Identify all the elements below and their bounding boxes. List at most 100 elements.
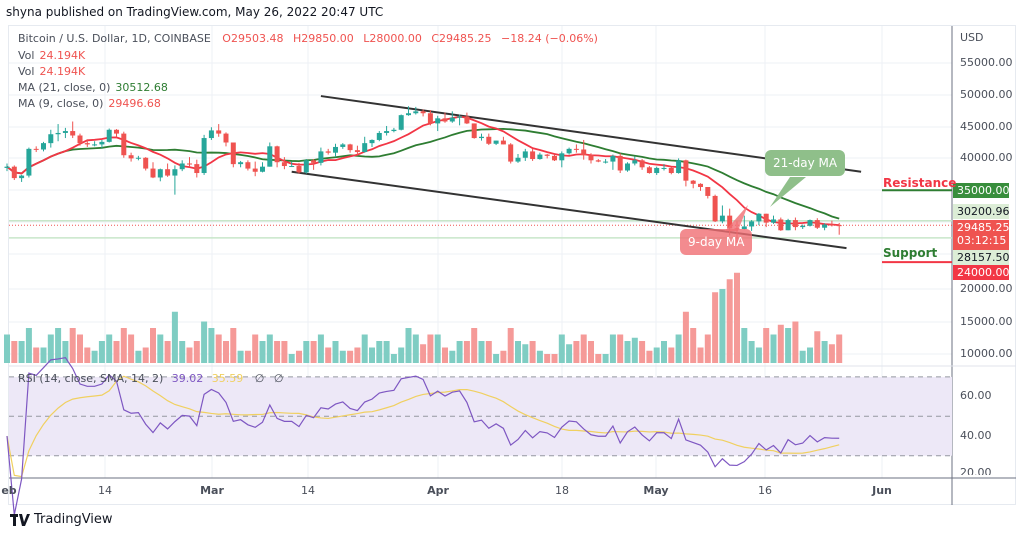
candle	[41, 141, 46, 152]
volume-bar	[412, 334, 419, 363]
volume-bar	[420, 344, 427, 363]
candle-body	[442, 118, 448, 122]
candle	[201, 134, 207, 175]
candle	[588, 153, 594, 164]
x-tick: 14	[98, 484, 112, 497]
candle-body	[121, 133, 127, 156]
candle	[194, 159, 200, 178]
volume-bar	[84, 347, 91, 363]
volume-bar	[215, 334, 222, 363]
rsi-value: 39.02	[171, 372, 204, 385]
published-header: shyna published on TradingView.com, May …	[6, 5, 384, 19]
candle-body	[260, 166, 265, 172]
candle-body	[303, 160, 309, 173]
candle-body	[668, 167, 674, 174]
candle	[573, 144, 579, 153]
volume-bar	[777, 324, 784, 363]
candle	[99, 139, 105, 149]
volume-bar	[602, 354, 609, 363]
candle	[442, 112, 448, 123]
volume-bar	[332, 341, 339, 363]
volume-legend-2: Vol 24.194K	[18, 65, 85, 78]
candle-body	[646, 167, 652, 174]
candle	[369, 139, 375, 147]
volume-bar	[675, 334, 682, 363]
candle	[814, 218, 820, 229]
candle-body	[588, 155, 594, 161]
volume-bar	[244, 350, 251, 363]
candle-body	[610, 155, 616, 162]
candle-body	[165, 169, 171, 176]
ohlc-change: −18.24 (−0.06%)	[501, 32, 598, 45]
candle	[522, 148, 528, 161]
rsi-extra-value: ∅	[254, 372, 265, 385]
volume-bar	[171, 311, 178, 363]
volume-bar	[609, 334, 616, 363]
candle-body	[435, 118, 441, 124]
last-price: 29485.25	[957, 221, 1010, 234]
candle	[106, 128, 112, 143]
candle-body	[420, 111, 426, 114]
candle-body	[625, 163, 630, 171]
candle	[719, 205, 725, 224]
volume-bar	[741, 328, 748, 363]
candle-body	[150, 168, 156, 178]
candle	[347, 143, 353, 153]
candle-body	[836, 225, 842, 227]
candle-body	[486, 136, 492, 144]
candle	[749, 220, 755, 231]
candle-body	[705, 187, 711, 196]
candle-body	[785, 220, 791, 231]
ma21-callout[interactable]: 21-day MA	[765, 150, 846, 176]
volume-bar	[828, 344, 835, 363]
volume-bar	[325, 347, 332, 363]
volume-bar	[405, 328, 412, 363]
candle-body	[369, 139, 375, 144]
candle-body	[807, 220, 813, 226]
volume-bar	[18, 341, 25, 363]
tradingview-logo[interactable]: TradingView	[10, 512, 113, 527]
tradingview-brand: TradingView	[34, 512, 113, 527]
ma9-callout[interactable]: 9-day MA	[680, 229, 753, 255]
volume-bar	[580, 334, 587, 363]
candle-body	[340, 144, 346, 147]
x-tick: 16	[758, 484, 772, 497]
candle	[333, 143, 338, 158]
volume-bar	[785, 328, 792, 363]
candle	[603, 159, 609, 164]
volume-bar	[704, 334, 711, 363]
candle	[340, 143, 346, 149]
volume-bar	[98, 341, 105, 363]
candle-body	[19, 175, 25, 179]
bar-countdown: 03:12:15	[957, 234, 1007, 247]
rsi-legend: RSI (14, close, SMA, 14, 2) 39.02 35.59 …	[18, 372, 283, 385]
candle-body	[763, 213, 769, 223]
volume-bar	[734, 272, 740, 363]
volume-bar	[536, 350, 543, 363]
candle-body	[719, 215, 725, 222]
volume-bar	[434, 334, 441, 363]
rsi-extra-value: ∅	[273, 372, 284, 385]
ma9-value: 29496.68	[108, 97, 161, 110]
volume-bar	[485, 341, 492, 363]
volume-bar	[77, 334, 83, 363]
candle-body	[281, 162, 287, 167]
volume-bar	[463, 341, 470, 363]
candle-body	[756, 213, 762, 222]
candle	[55, 124, 61, 142]
candle	[632, 156, 638, 166]
candle-body	[493, 140, 499, 144]
volume-bar	[529, 341, 536, 363]
candle-body	[274, 146, 280, 163]
candle	[208, 127, 214, 140]
candle-body	[201, 138, 207, 174]
candle-body	[427, 113, 433, 124]
volume-bar	[62, 341, 69, 363]
volume-bar	[296, 350, 302, 363]
candle-body	[84, 143, 90, 145]
volume-bar	[33, 347, 40, 363]
ma9-legend: MA (9, close, 0) 29496.68	[18, 97, 161, 110]
candle-body	[741, 226, 747, 229]
candle-body	[318, 151, 324, 163]
